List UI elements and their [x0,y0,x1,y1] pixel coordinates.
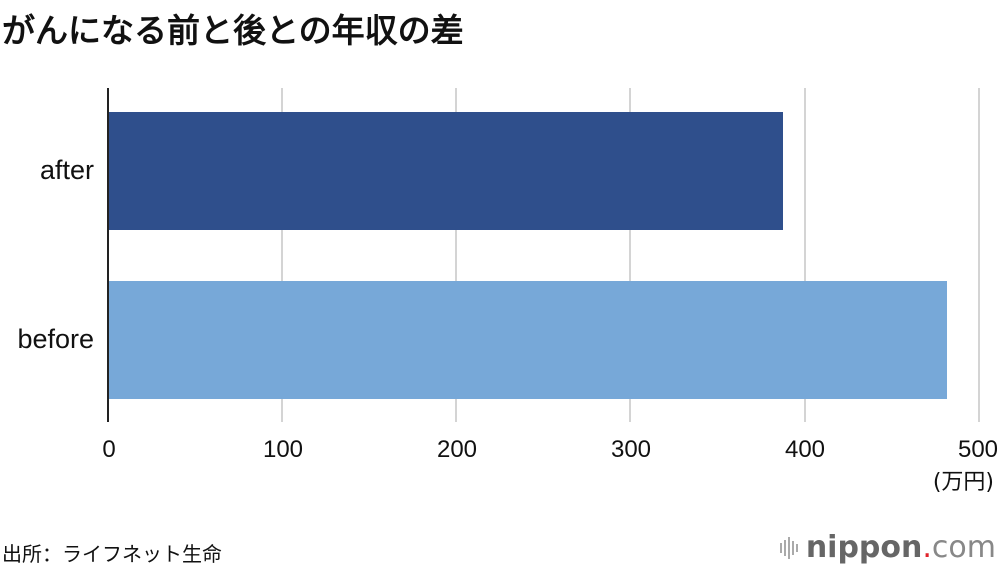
bar-before [108,281,947,399]
x-tick-500: 500 [957,436,999,463]
gridline-500 [978,88,980,422]
gridline-400 [804,88,806,422]
gridline-200 [455,88,457,422]
sound-wave-icon [779,536,798,559]
category-label-after: after [39,155,94,185]
plot-area [108,88,980,422]
bar-after [108,112,783,230]
gridline-100 [281,88,283,422]
chart-title: がんになる前と後との年収の差 [2,11,464,50]
logo-name: nippon [805,530,923,565]
x-tick-0: 0 [102,436,116,463]
y-axis-line [107,88,109,422]
x-tick-400: 400 [784,436,826,463]
gridline-300 [629,88,631,422]
source-note: 出所：ライフネット生命 [2,542,222,566]
x-tick-300: 300 [610,436,652,463]
logo-dot: . [922,530,932,565]
x-tick-100: 100 [262,436,304,463]
logo-suffix: com [931,530,996,565]
x-axis-unit: (万円) [932,470,994,495]
category-label-before: before [17,324,94,354]
x-tick-200: 200 [436,436,478,463]
nippon-logo: nippon. com [779,530,996,565]
